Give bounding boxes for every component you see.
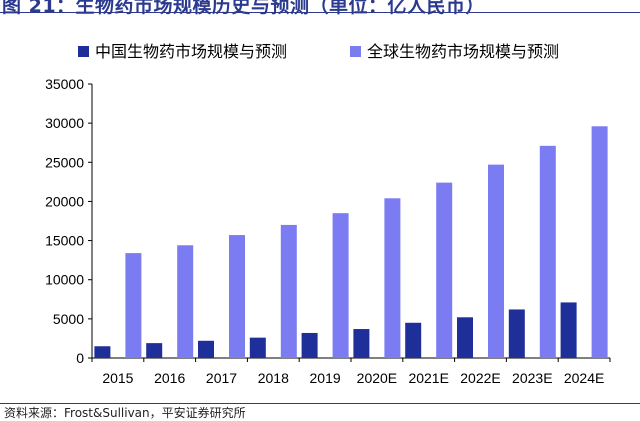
x-tick-label: 2017 bbox=[206, 370, 237, 386]
legend-swatch-china bbox=[78, 46, 89, 57]
bar-global-2019 bbox=[332, 213, 349, 358]
y-tick-label: 10000 bbox=[45, 272, 84, 288]
bar-global-2024E bbox=[591, 126, 608, 358]
y-tick-label: 35000 bbox=[45, 76, 84, 92]
x-tick-label: 2018 bbox=[258, 370, 289, 386]
bar-china-2022E bbox=[457, 317, 473, 358]
legend-swatch-global bbox=[350, 46, 361, 57]
y-tick-label: 0 bbox=[76, 350, 84, 366]
bar-global-2020E bbox=[384, 198, 401, 358]
bar-global-2017 bbox=[229, 235, 245, 358]
y-tick-label: 25000 bbox=[45, 154, 84, 170]
x-tick-label: 2015 bbox=[102, 370, 133, 386]
bar-china-2019 bbox=[301, 332, 318, 358]
bar-global-2023E bbox=[539, 145, 556, 358]
source-note: 资料来源：Frost&Sullivan，平安证券研究所 bbox=[4, 406, 246, 420]
bar-global-2018 bbox=[280, 224, 297, 358]
x-tick-label: 2022E bbox=[460, 370, 500, 386]
axes: 0 5000 10000 15000 20000 25000 30000 35000 bbox=[45, 76, 611, 366]
bar-china-2020E bbox=[353, 329, 370, 358]
x-tick-label: 2020E bbox=[357, 370, 397, 386]
x-tick-label: 2023E bbox=[512, 370, 552, 386]
x-tick-label: 2021E bbox=[408, 370, 448, 386]
bar-china-2018 bbox=[249, 337, 266, 358]
legend-label-china: 中国生物药市场规模与预测 bbox=[95, 43, 287, 61]
bar-global-2015 bbox=[125, 253, 142, 358]
y-tick-label: 30000 bbox=[45, 115, 84, 131]
x-tick-labels: 2015 2016 2017 2018 2019 2020E 2021E 2022E 2023E… bbox=[102, 370, 604, 386]
bar-global-2022E bbox=[488, 164, 504, 358]
y-tick-label: 20000 bbox=[45, 193, 84, 209]
title-divider bbox=[0, 12, 640, 13]
source-divider bbox=[0, 403, 640, 404]
legend: 中国生物药市场规模与预测 全球生物药市场规模与预测 bbox=[78, 43, 559, 61]
bar-china-2015 bbox=[94, 346, 111, 358]
bars bbox=[94, 126, 608, 358]
bar-china-2024E bbox=[560, 302, 577, 358]
legend-label-global: 全球生物药市场规模与预测 bbox=[367, 43, 559, 61]
x-tick-label: 2016 bbox=[154, 370, 185, 386]
x-tick-label: 2019 bbox=[310, 370, 341, 386]
bar-china-2017 bbox=[198, 340, 214, 358]
x-tick-label: 2024E bbox=[564, 370, 604, 386]
bar-china-2016 bbox=[146, 343, 163, 358]
bar-china-2021E bbox=[405, 322, 422, 358]
bar-global-2016 bbox=[177, 245, 194, 358]
y-tick-label: 15000 bbox=[45, 233, 84, 249]
bar-global-2021E bbox=[436, 182, 453, 358]
bar-china-2023E bbox=[508, 309, 525, 358]
y-tick-label: 5000 bbox=[53, 311, 84, 327]
